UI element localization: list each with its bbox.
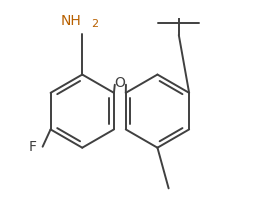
Text: 2: 2 — [91, 19, 98, 29]
Text: F: F — [28, 140, 36, 154]
Text: O: O — [114, 76, 125, 90]
Text: NH: NH — [60, 14, 81, 28]
